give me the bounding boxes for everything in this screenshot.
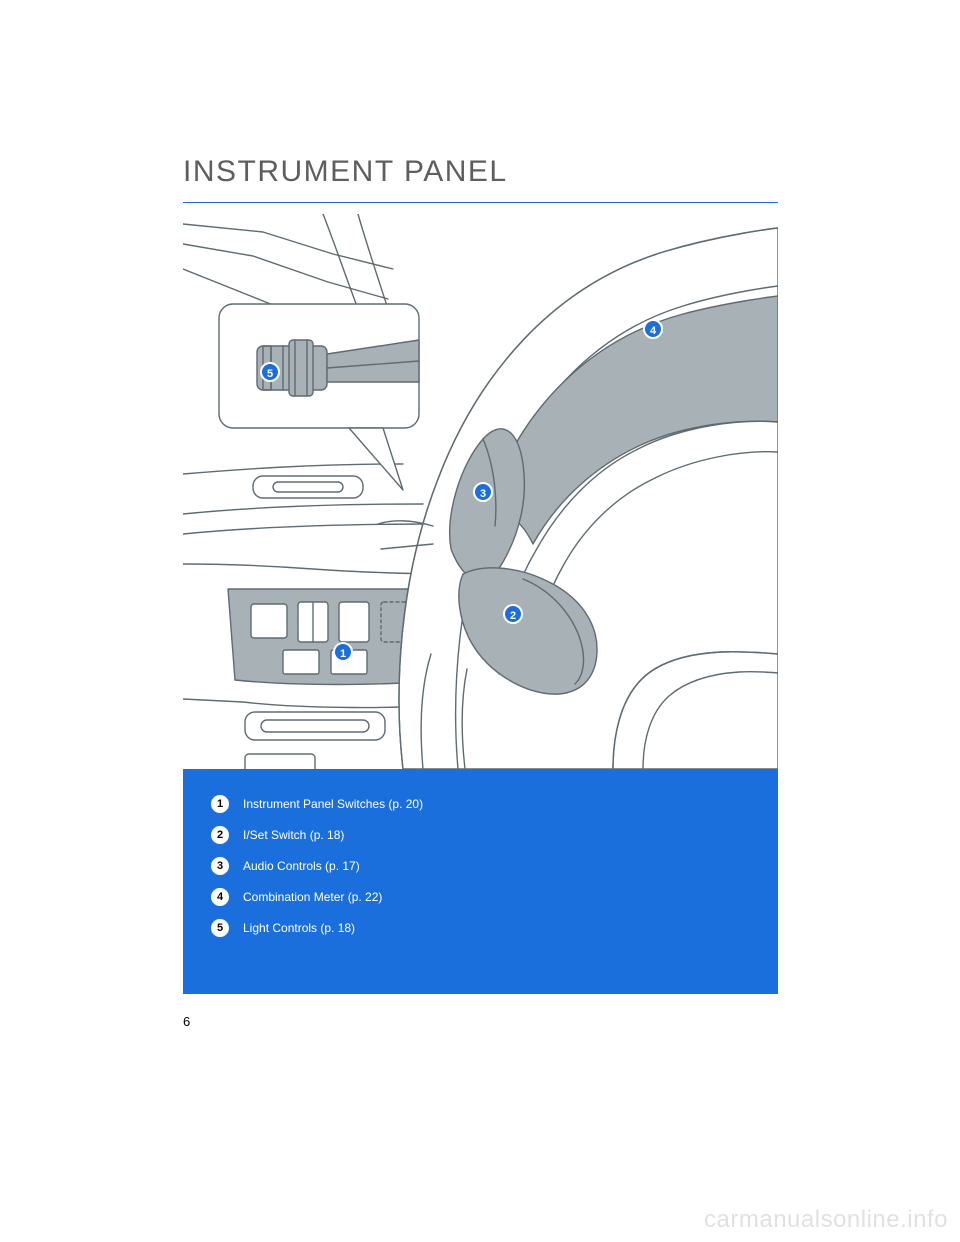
legend-row: 2 I/Set Switch (p. 18) [211, 826, 750, 844]
page: INSTRUMENT PANEL [0, 0, 960, 1242]
legend-text-4: Combination Meter (p. 22) [243, 890, 382, 904]
callout-5: 5 [260, 362, 280, 382]
legend-text-3: Audio Controls (p. 17) [243, 859, 360, 873]
legend-text-1: Instrument Panel Switches (p. 20) [243, 797, 423, 811]
callout-1: 1 [333, 642, 353, 662]
legend-text-2: I/Set Switch (p. 18) [243, 828, 344, 842]
legend-text-5: Light Controls (p. 18) [243, 921, 355, 935]
legend-row: 5 Light Controls (p. 18) [211, 919, 750, 937]
legend-panel: 1 Instrument Panel Switches (p. 20) 2 I/… [183, 769, 778, 994]
legend-row: 1 Instrument Panel Switches (p. 20) [211, 795, 750, 813]
instrument-panel-illustration: 1 2 3 4 5 [183, 214, 778, 769]
legend-badge-5: 5 [211, 919, 229, 937]
legend-badge-4: 4 [211, 888, 229, 906]
callout-2: 2 [503, 604, 523, 624]
watermark: carmanualsonline.info [704, 1206, 948, 1234]
callout-4: 4 [643, 319, 663, 339]
title-rule [183, 202, 778, 203]
figure-frame: 1 2 3 4 5 1 Instrument Panel Switches (p… [183, 214, 778, 994]
legend-row: 4 Combination Meter (p. 22) [211, 888, 750, 906]
legend-badge-2: 2 [211, 826, 229, 844]
legend-badge-1: 1 [211, 795, 229, 813]
page-title: INSTRUMENT PANEL [183, 155, 508, 189]
page-number: 6 [183, 1014, 190, 1029]
legend-row: 3 Audio Controls (p. 17) [211, 857, 750, 875]
legend-badge-3: 3 [211, 857, 229, 875]
callout-3: 3 [473, 482, 493, 502]
